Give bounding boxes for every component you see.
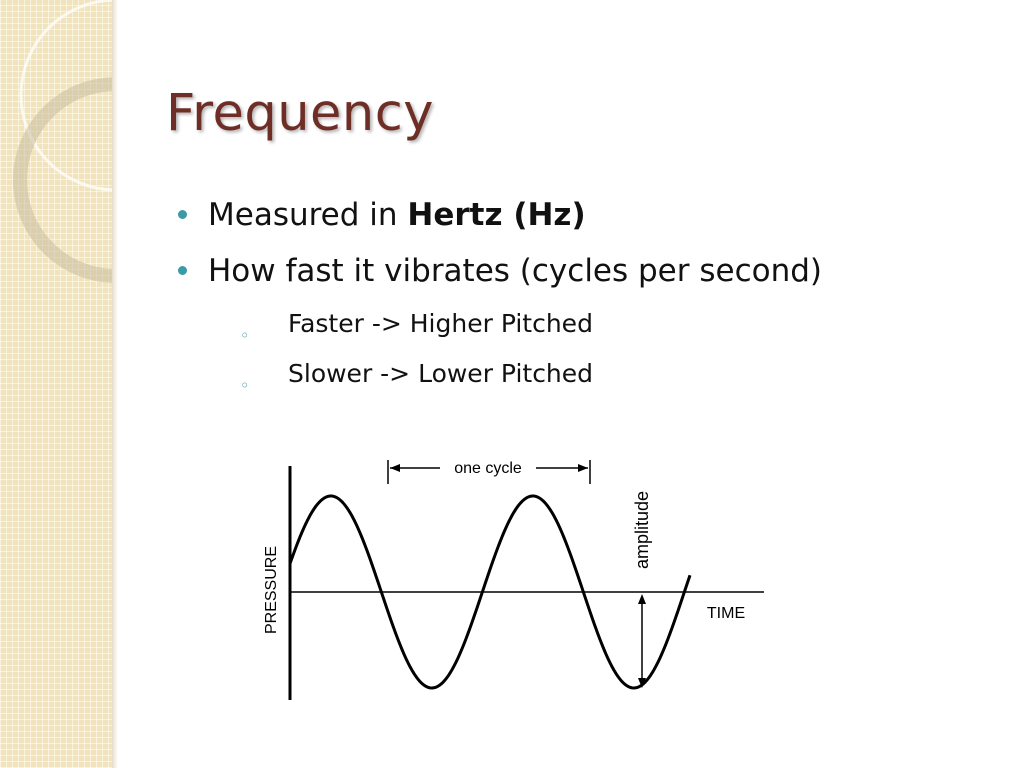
pressure-label: PRESSURE [263, 546, 280, 634]
bullet-list: Measured in Hertz (Hz) How fast it vibra… [178, 190, 822, 402]
sidebar-edge [112, 0, 118, 768]
decorative-sidebar [0, 0, 112, 768]
sub-bullet-item: ◦ Faster -> Higher Pitched [178, 302, 822, 352]
time-label: TIME [707, 605, 745, 622]
deco-circle-ring [13, 77, 112, 283]
sub-bullet-ring-icon: ◦ [240, 376, 250, 395]
bullet-dot-icon [178, 210, 187, 219]
decorative-circles [13, 0, 112, 283]
bullet-item: How fast it vibrates (cycles per second) [178, 246, 822, 302]
sine-wave-diagram: one cycle amplitude TIME PRESSURE [263, 460, 764, 700]
amplitude-arrowhead-down [638, 678, 646, 688]
deco-circle-large [19, 0, 112, 192]
bullet-text: Measured in [208, 197, 408, 233]
amplitude-arrowhead-up [638, 594, 646, 604]
one-cycle-label: one cycle [454, 460, 522, 477]
sub-bullet-text: Slower -> Lower Pitched [288, 359, 594, 388]
sub-bullet-ring-icon: ◦ [240, 326, 250, 345]
cycle-arrowhead-right [578, 464, 588, 472]
bullet-bold-text: Hertz (Hz) [407, 197, 586, 233]
cycle-arrowhead-left [390, 464, 400, 472]
sub-bullet-item: ◦ Slower -> Lower Pitched [178, 352, 822, 402]
slide-title: Frequency [166, 84, 434, 143]
bullet-item: Measured in Hertz (Hz) [178, 190, 822, 246]
sine-wave [288, 494, 692, 690]
bullet-dot-icon [178, 266, 187, 275]
amplitude-label: amplitude [632, 491, 652, 569]
bullet-text: How fast it vibrates (cycles per second) [208, 253, 823, 289]
sub-bullet-text: Faster -> Higher Pitched [288, 309, 593, 338]
